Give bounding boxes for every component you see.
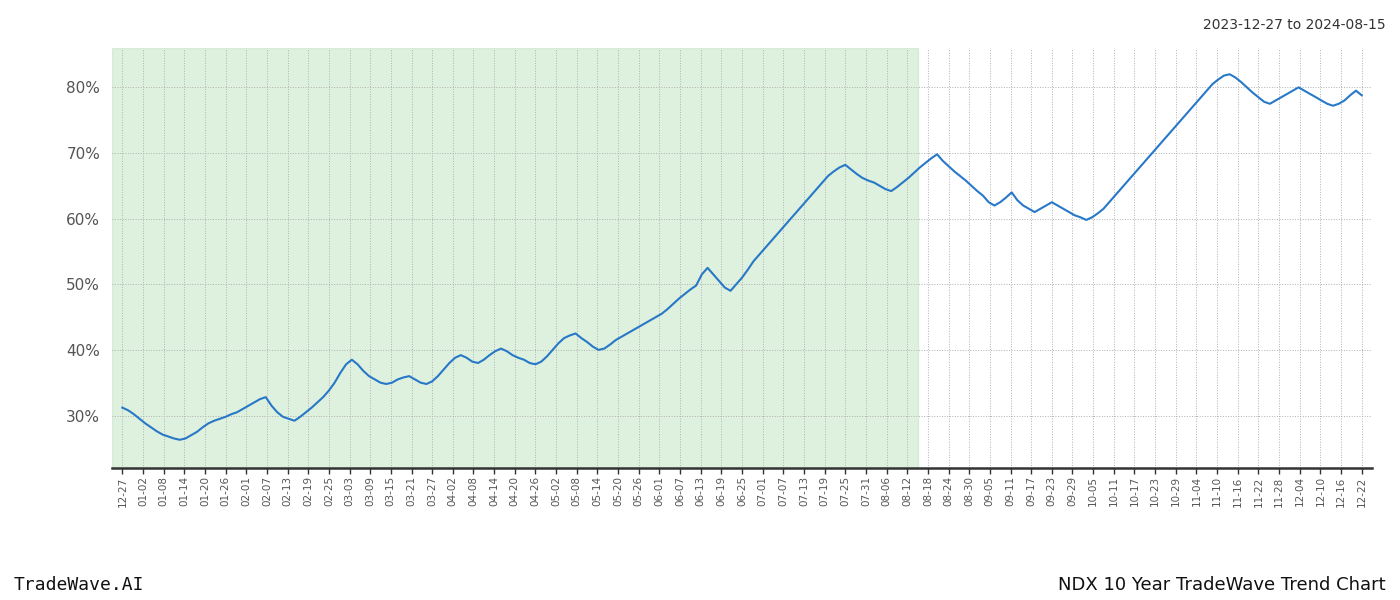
Bar — [112, 48, 917, 468]
Text: NDX 10 Year TradeWave Trend Chart: NDX 10 Year TradeWave Trend Chart — [1058, 576, 1386, 594]
Text: TradeWave.AI: TradeWave.AI — [14, 576, 144, 594]
Text: 2023-12-27 to 2024-08-15: 2023-12-27 to 2024-08-15 — [1204, 18, 1386, 32]
